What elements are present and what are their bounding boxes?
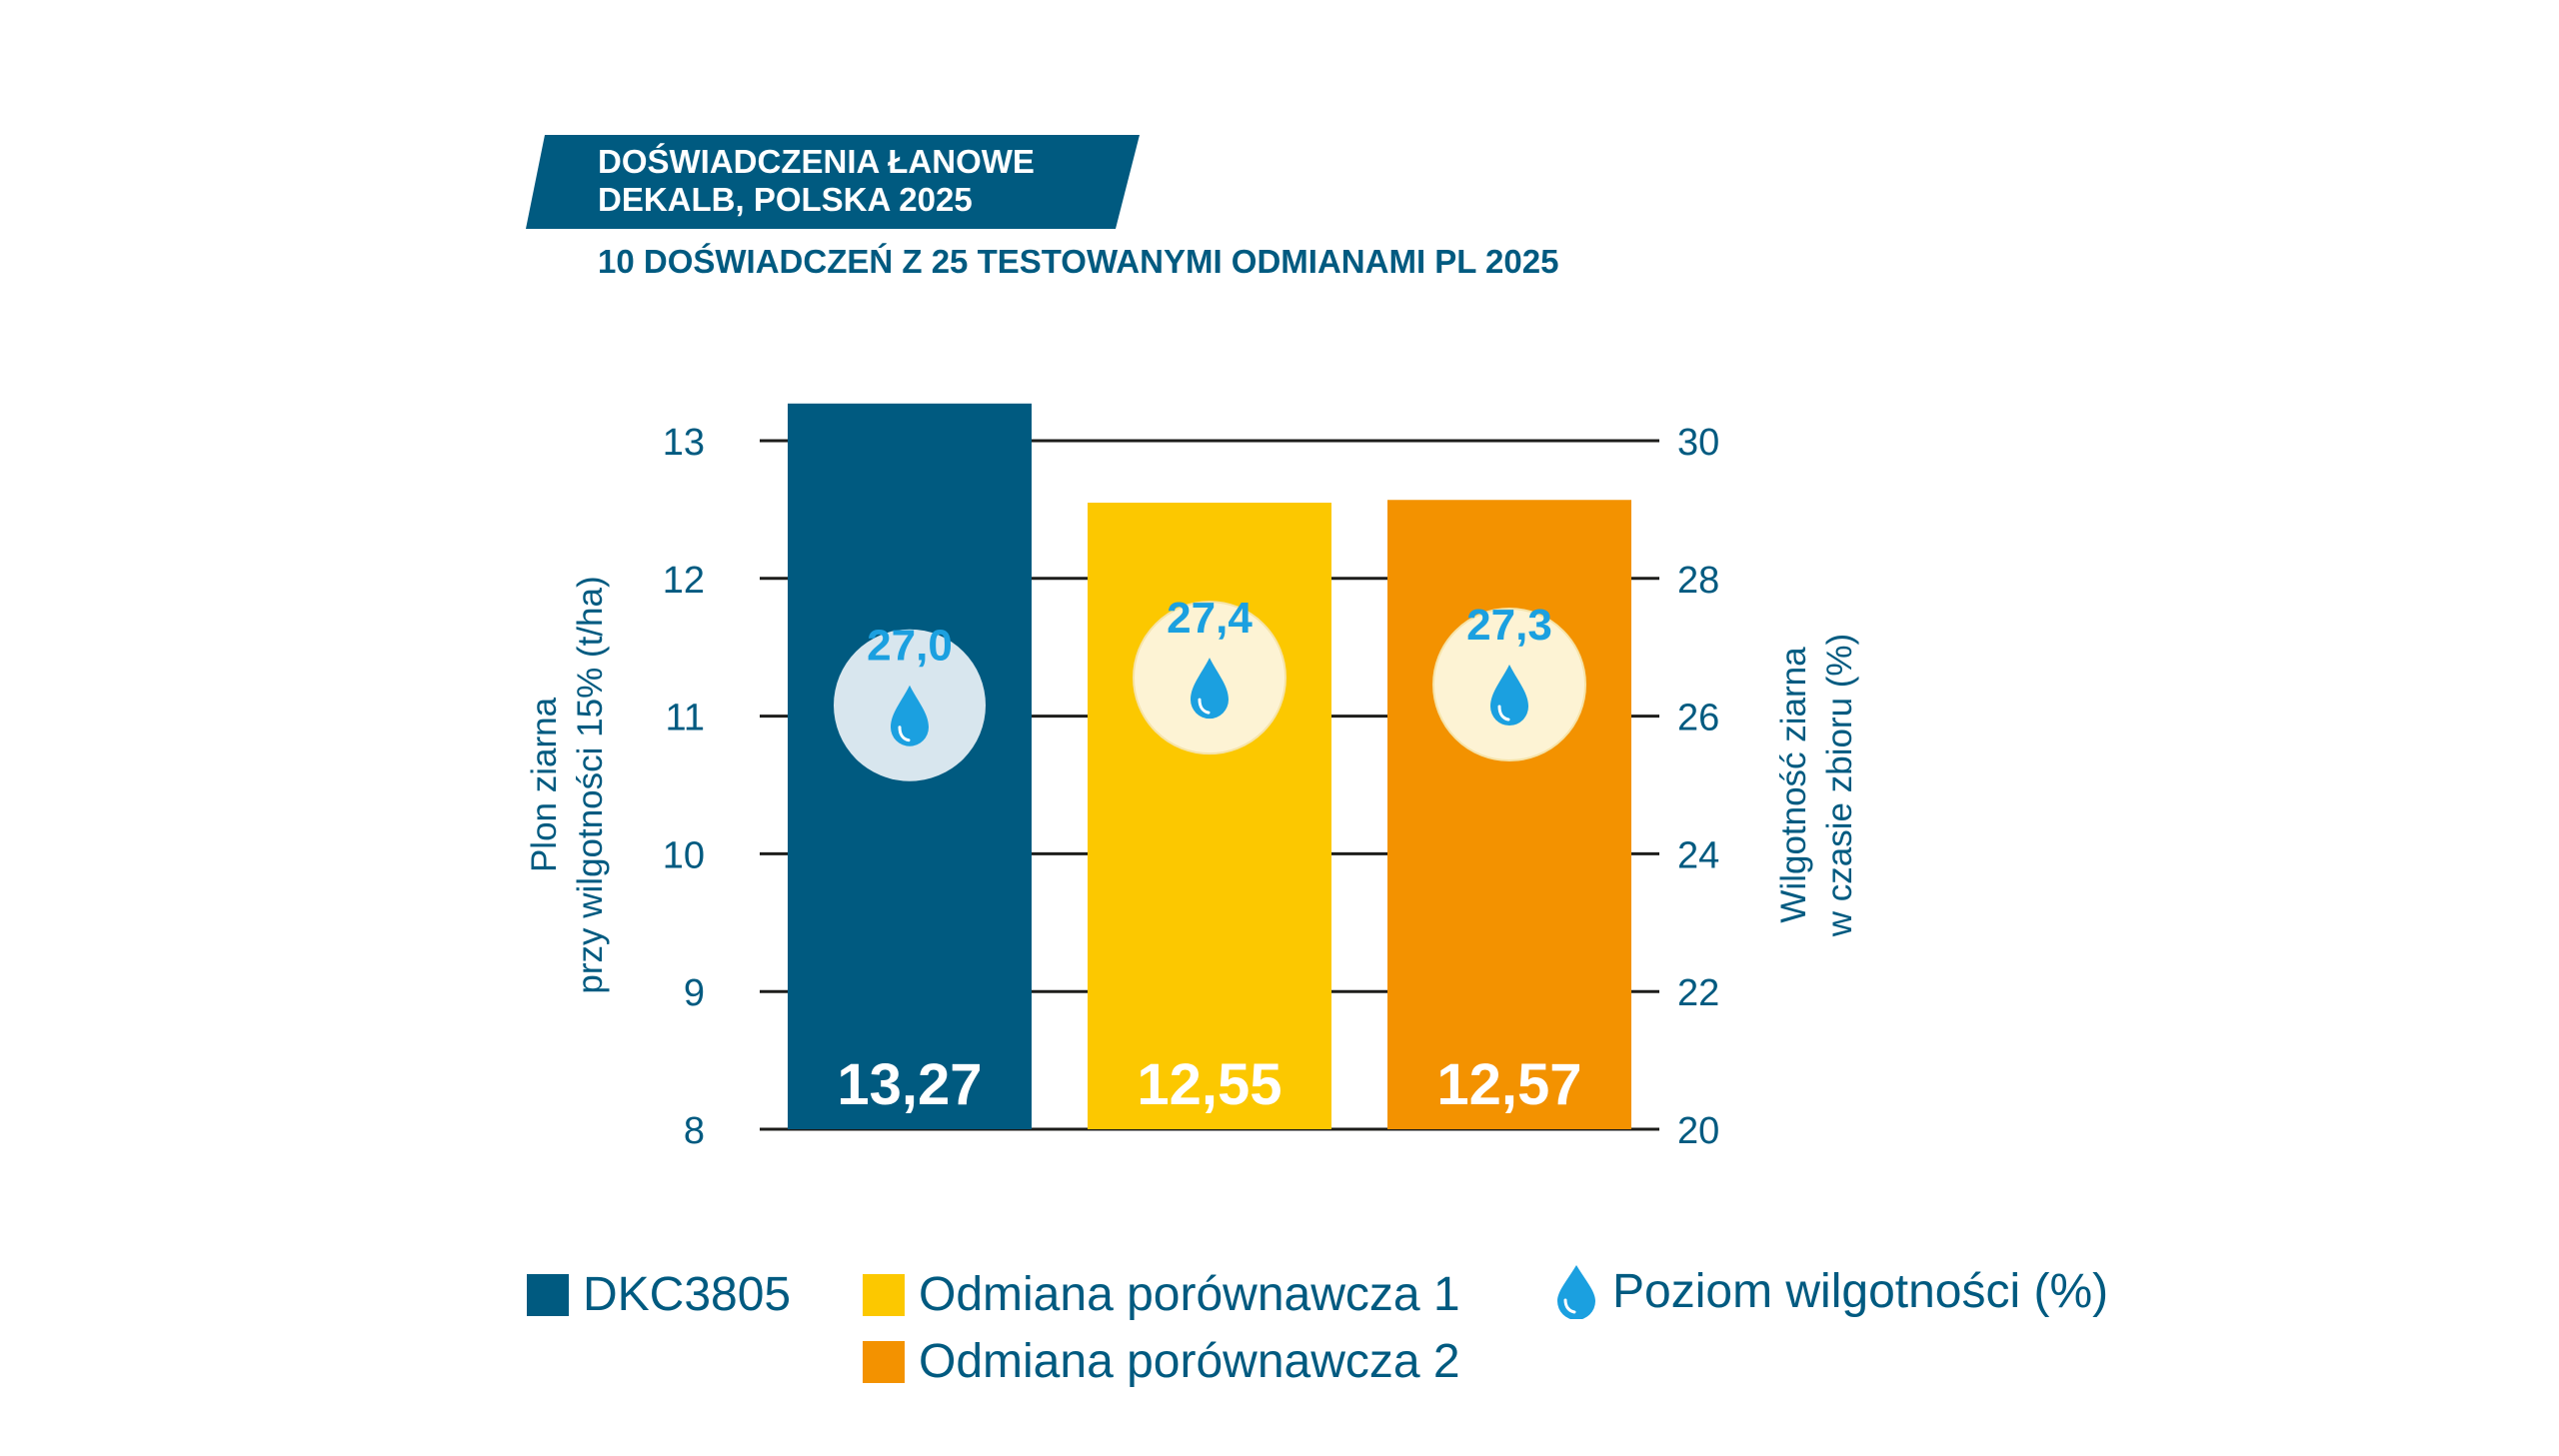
y2-tick-label-30: 30 bbox=[1677, 422, 1719, 464]
legend-label-dkc3805: DKC3805 bbox=[583, 1268, 792, 1321]
water-drop-highlight-1 bbox=[898, 726, 911, 742]
bar-value-label-2: 12,55 bbox=[1137, 1052, 1281, 1117]
y2-tick-label-26: 26 bbox=[1677, 698, 1719, 739]
y2-tick-label-20: 20 bbox=[1677, 1110, 1719, 1152]
y-tick-label-10: 10 bbox=[663, 834, 705, 876]
legend-item-odmiana-1: Odmiana porównawcza 1 bbox=[863, 1267, 1460, 1322]
bar-value-label-3: 12,57 bbox=[1436, 1052, 1581, 1117]
title-banner bbox=[526, 135, 1140, 229]
legend-swatch-yellow bbox=[863, 1273, 905, 1316]
legend-item-odmiana-2: Odmiana porównawcza 2 bbox=[863, 1334, 1460, 1389]
moisture-value-label-1: 27,0 bbox=[867, 622, 953, 671]
y2-axis-title-line-2: w czasie zbioru (%) bbox=[1820, 634, 1859, 937]
legend-label-odmiana-1: Odmiana porównawcza 1 bbox=[919, 1268, 1460, 1321]
title-line-2: DEKALB, POLSKA 2025 bbox=[598, 181, 973, 218]
legend-item-dkc3805: DKC3805 bbox=[527, 1267, 791, 1322]
y2-tick-label-28: 28 bbox=[1677, 560, 1719, 602]
y-tick-label-13: 13 bbox=[663, 422, 705, 464]
legend-swatch-navy bbox=[527, 1273, 569, 1316]
legend-label-moisture: Poziom wilgotności (%) bbox=[1612, 1264, 2109, 1318]
legend-item-moisture: Poziom wilgotności (%) bbox=[1554, 1263, 2108, 1319]
y2-tick-label-22: 22 bbox=[1677, 972, 1719, 1014]
chart-title: DOŚWIADCZENIA ŁANOWE DEKALB, POLSKA 2025 bbox=[598, 143, 1158, 219]
y-tick-label-8: 8 bbox=[684, 1110, 705, 1152]
y-axis-title-line-1: Plon ziarna bbox=[525, 697, 564, 872]
y-tick-label-9: 9 bbox=[684, 972, 705, 1014]
water-drop-highlight-2 bbox=[1198, 698, 1211, 715]
y-tick-label-12: 12 bbox=[663, 560, 705, 602]
water-drop-icon bbox=[1557, 1265, 1595, 1319]
y-axis-title: Plon ziarna przy wilgotności 15% (t/ha) bbox=[525, 576, 610, 993]
y2-tick-label-24: 24 bbox=[1677, 834, 1719, 876]
legend-swatch-orange bbox=[863, 1340, 905, 1383]
bar-value-label-1: 13,27 bbox=[837, 1052, 982, 1117]
y-axis-title-line-2: przy wilgotności 15% (t/ha) bbox=[571, 576, 610, 993]
y2-axis-title: Wilgotność ziarna w czasie zbioru (%) bbox=[1774, 634, 1859, 937]
y-tick-label-11: 11 bbox=[666, 698, 705, 739]
water-drop-highlight-3 bbox=[1497, 705, 1510, 722]
moisture-value-label-2: 27,4 bbox=[1167, 594, 1253, 643]
title-line-1: DOŚWIADCZENIA ŁANOWE bbox=[598, 143, 1035, 180]
y2-axis-title-line-1: Wilgotność ziarna bbox=[1774, 647, 1813, 923]
moisture-value-label-3: 27,3 bbox=[1466, 601, 1552, 650]
chart-subtitle: 10 DOŚWIADCZEŃ Z 25 TESTOWANYMI ODMIANAM… bbox=[598, 243, 1559, 280]
legend-label-odmiana-2: Odmiana porównawcza 2 bbox=[919, 1335, 1460, 1388]
bar-3 bbox=[1387, 500, 1631, 1129]
